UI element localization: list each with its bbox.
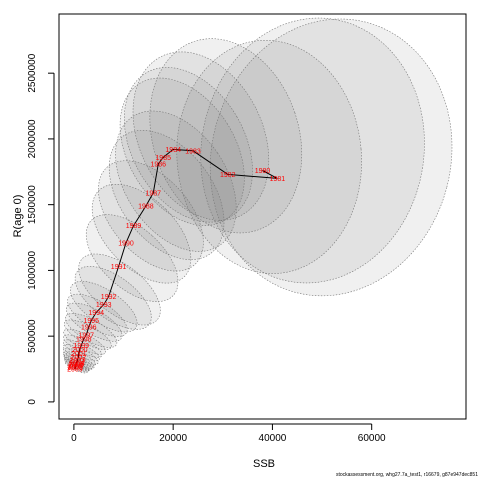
year-label: 1997 <box>79 332 95 339</box>
x-tick-label: 40000 <box>259 433 287 444</box>
year-label: 1998 <box>76 336 92 343</box>
y-tick-label: 2500000 <box>27 53 38 92</box>
year-label: 1995 <box>84 318 100 325</box>
year-label: 2007 <box>68 364 84 371</box>
x-tick-label: 20000 <box>159 433 187 444</box>
year-label: 1986 <box>151 161 167 168</box>
trajectory-line <box>74 148 278 370</box>
x-axis: 0 20000 40000 60000 <box>71 423 386 444</box>
uncertainty-ellipse <box>209 18 453 297</box>
year-label: 1996 <box>81 325 97 332</box>
year-label: 2001 <box>71 351 87 358</box>
footer-source-text: stockassessment.org, whg27.7a_test1, r16… <box>335 472 478 478</box>
year-label: 2008 <box>67 365 83 372</box>
uncertainty-ellipse <box>65 302 123 342</box>
year-label: 2006 <box>68 363 84 370</box>
year-label: 1982 <box>220 172 236 179</box>
x-tick-label: 60000 <box>358 433 386 444</box>
trajectory-line-group <box>74 148 278 370</box>
uncertainty-ellipse <box>78 253 161 326</box>
year-label: 1984 <box>165 147 181 154</box>
year-label: 1987 <box>146 190 162 197</box>
year-label: 1999 <box>74 343 90 350</box>
uncertainty-ellipse <box>115 110 237 252</box>
uncertainty-ellipse <box>74 266 152 330</box>
uncertainty-ellipse <box>63 351 95 369</box>
y-axis-title: R(age 0) <box>12 195 24 238</box>
y-tick-label: 1500000 <box>27 185 38 224</box>
year-label: 1992 <box>101 294 117 301</box>
uncertainty-ellipse <box>98 160 204 272</box>
uncertainty-ellipse <box>91 183 192 284</box>
uncertainty-ellipse <box>70 281 138 333</box>
year-label: 1993 <box>96 302 112 309</box>
year-label: 2002 <box>71 355 87 362</box>
uncertainty-ellipse <box>124 67 253 223</box>
year-label: 1991 <box>111 264 127 271</box>
y-tick-label: 0 <box>27 399 38 405</box>
year-label: 1994 <box>88 310 104 317</box>
uncertainty-ellipses <box>62 17 453 374</box>
year-label: 2000 <box>72 347 88 354</box>
uncertainty-ellipse <box>119 77 245 226</box>
year-label: 2005 <box>69 361 85 368</box>
year-label: 1985 <box>155 155 171 162</box>
uncertainty-ellipse <box>62 347 97 367</box>
uncertainty-ellipse <box>65 313 118 348</box>
x-tick-label: 0 <box>71 433 77 444</box>
year-label: 1990 <box>118 240 134 247</box>
uncertainty-ellipse <box>85 214 179 302</box>
year-label: 1983 <box>185 148 201 155</box>
year-label: 2009 <box>67 367 83 374</box>
uncertainty-ellipse <box>149 38 303 234</box>
y-tick-label: 500000 <box>27 319 38 353</box>
year-label: 2004 <box>69 360 85 367</box>
uncertainty-ellipse <box>176 39 362 274</box>
year-label: 1981 <box>270 176 286 183</box>
uncertainty-ellipse <box>200 17 425 284</box>
year-label: 2003 <box>70 357 86 364</box>
x-axis-title: SSB <box>253 458 275 470</box>
uncertainty-ellipse <box>64 361 88 374</box>
y-axis: 0 500000 1000000 1500000 2000000 2500000 <box>27 53 55 405</box>
plot-frame <box>58 13 467 420</box>
year-label: 1989 <box>126 223 142 230</box>
y-tick-label: 2000000 <box>27 119 38 158</box>
year-label: 1980 <box>255 168 271 175</box>
y-tick-label: 1000000 <box>27 251 38 290</box>
year-label: 1988 <box>138 204 154 211</box>
